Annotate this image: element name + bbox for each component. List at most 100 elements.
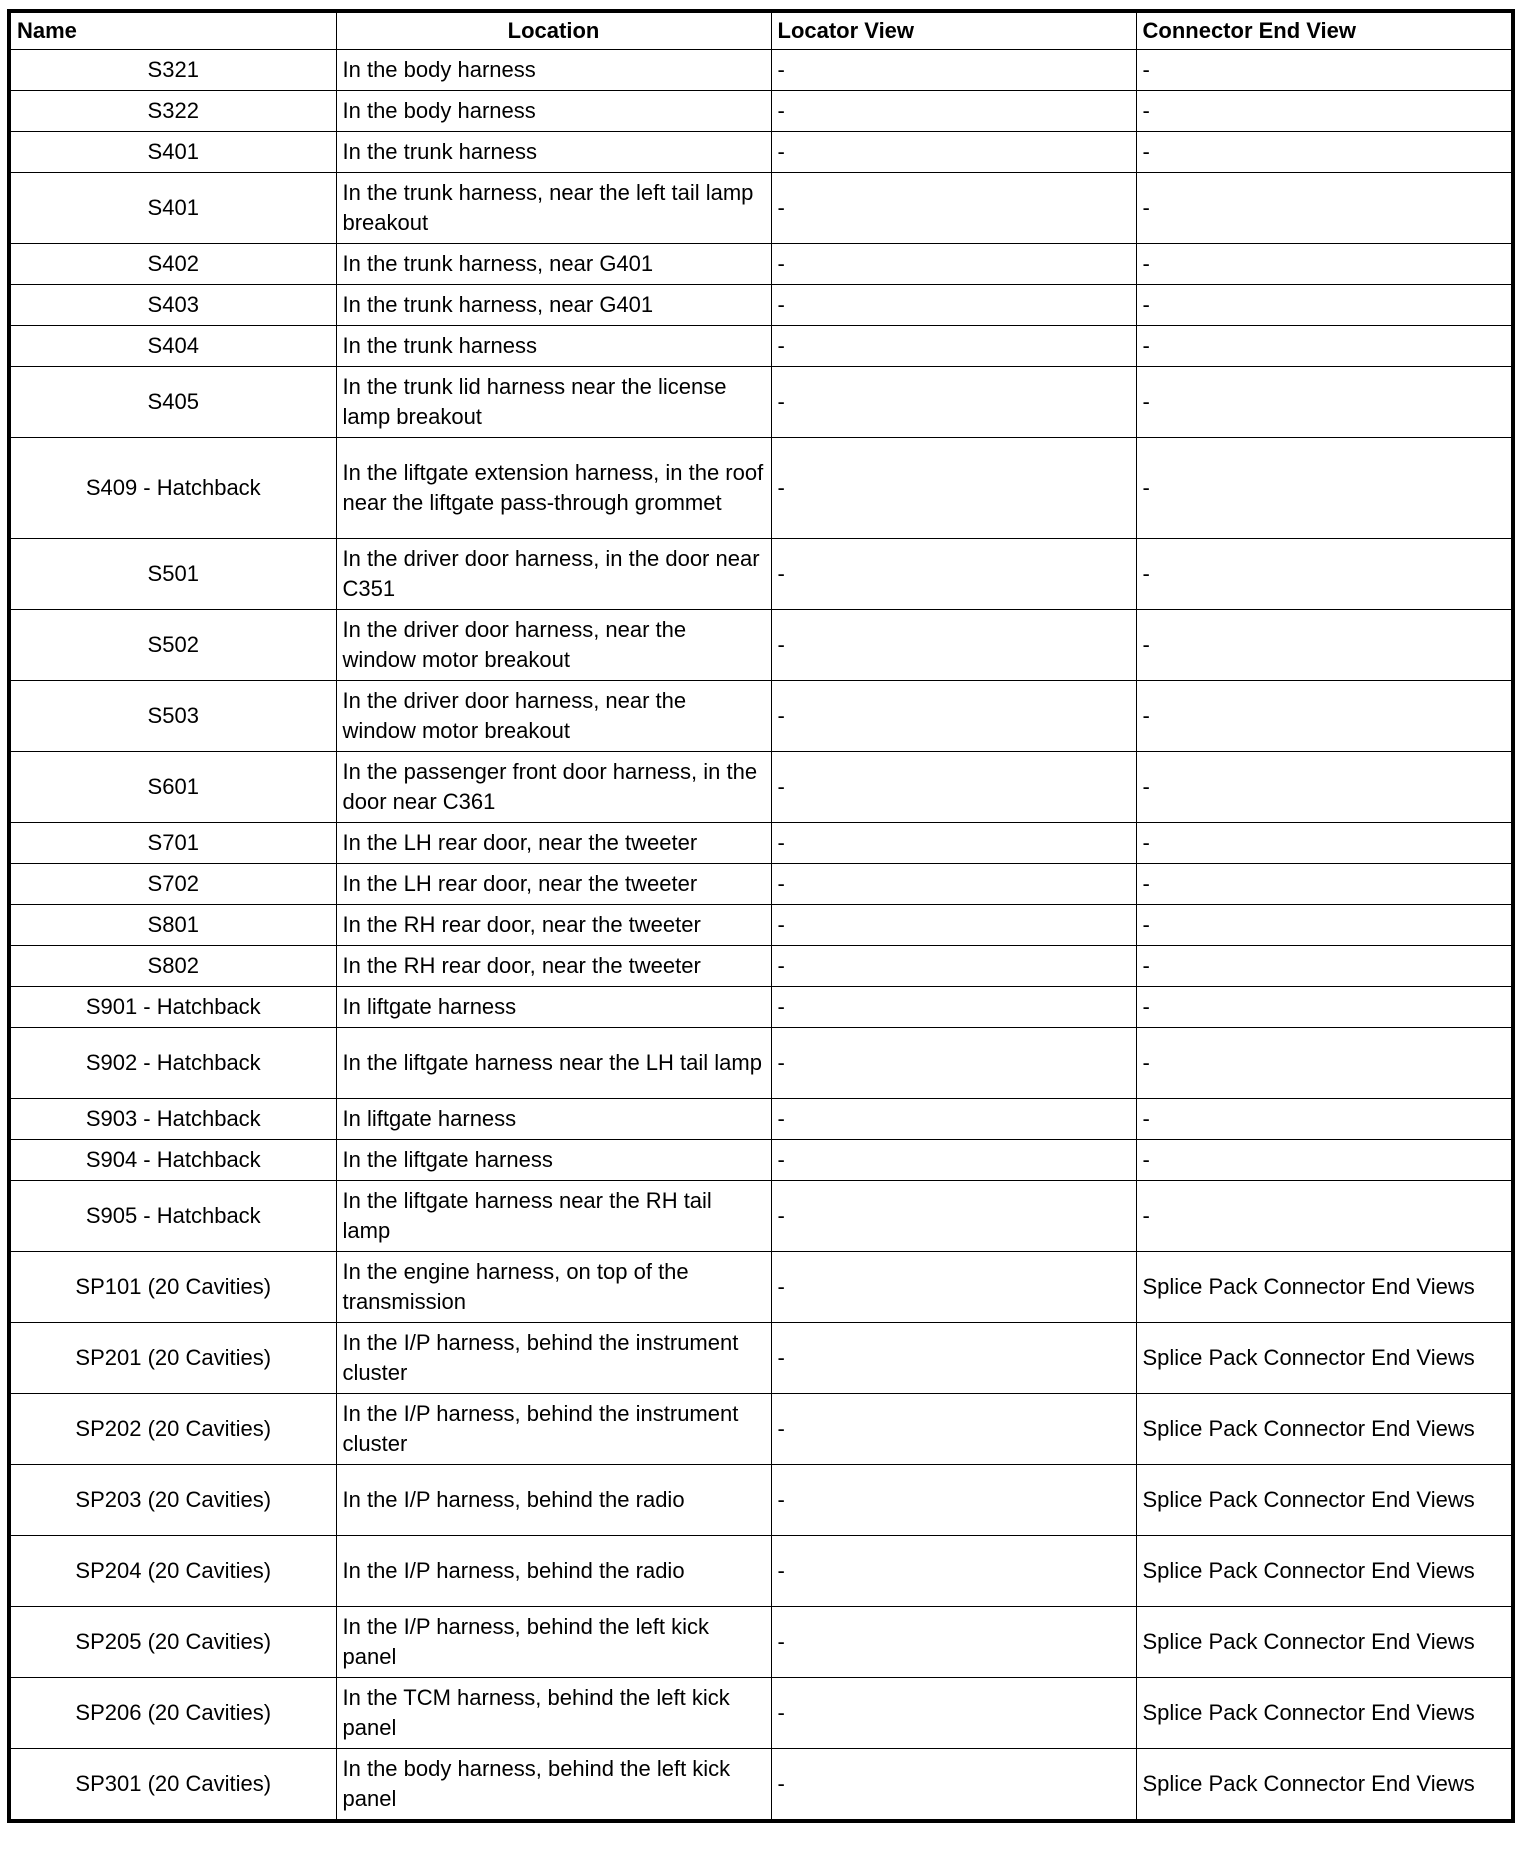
cell-locator-view: -: [770, 986, 1137, 1028]
cell-connector-end-view: -: [1135, 538, 1514, 610]
cell-connector-end-view: -: [1135, 1027, 1514, 1099]
cell-connector-end-view: -: [1135, 863, 1514, 905]
cell-name: SP201 (20 Cavities): [8, 1322, 337, 1394]
cell-connector-end-view[interactable]: Splice Pack Connector End Views: [1135, 1535, 1514, 1607]
cell-connector-end-view[interactable]: Splice Pack Connector End Views: [1135, 1322, 1514, 1394]
cell-name: S405: [8, 366, 337, 438]
cell-location: In the body harness: [335, 49, 772, 91]
cell-connector-end-view: -: [1135, 609, 1514, 681]
cell-connector-end-view: -: [1135, 325, 1514, 367]
cell-location: In the LH rear door, near the tweeter: [335, 822, 772, 864]
header-locator-view: Locator View: [770, 10, 1137, 50]
cell-locator-view: -: [770, 1748, 1137, 1822]
cell-locator-view: -: [770, 1677, 1137, 1749]
cell-locator-view: -: [770, 243, 1137, 285]
cell-location: In the I/P harness, behind the radio: [335, 1464, 772, 1536]
cell-locator-view: -: [770, 1251, 1137, 1323]
table-row: S401 In the trunk harness - -: [8, 131, 1514, 173]
cell-locator-view: -: [770, 609, 1137, 681]
table-row: S702 In the LH rear door, near the tweete…: [8, 863, 1514, 905]
table-row: S701 In the LH rear door, near the tweete…: [8, 822, 1514, 864]
cell-location: In the trunk harness, near the left tail…: [335, 172, 772, 244]
cell-locator-view: -: [770, 366, 1137, 438]
cell-location: In the TCM harness, behind the left kick…: [335, 1677, 772, 1749]
cell-connector-end-view: -: [1135, 751, 1514, 823]
cell-locator-view: -: [770, 325, 1137, 367]
header-row: Name Location Locator View Connector End…: [8, 10, 1514, 50]
table-row: S903 - Hatchback In liftgate harness - -: [8, 1098, 1514, 1140]
cell-connector-end-view[interactable]: Splice Pack Connector End Views: [1135, 1677, 1514, 1749]
cell-locator-view: -: [770, 680, 1137, 752]
table-row: S405 In the trunk lid harness near the li…: [8, 366, 1514, 438]
cell-location: In the driver door harness, in the door …: [335, 538, 772, 610]
cell-name: SP203 (20 Cavities): [8, 1464, 337, 1536]
cell-locator-view: -: [770, 90, 1137, 132]
cell-connector-end-view[interactable]: Splice Pack Connector End Views: [1135, 1464, 1514, 1536]
cell-name: SP101 (20 Cavities): [8, 1251, 337, 1323]
table-row: SP101 (20 Cavities) In the engine harness…: [8, 1251, 1514, 1323]
cell-locator-view: -: [770, 1180, 1137, 1252]
cell-name: S321: [8, 49, 337, 91]
table-row: S901 - Hatchback In liftgate harness - -: [8, 986, 1514, 1028]
cell-name: S501: [8, 538, 337, 610]
table-row: S902 - Hatchback In the liftgate harness …: [8, 1027, 1514, 1099]
cell-name: S403: [8, 284, 337, 326]
cell-connector-end-view[interactable]: Splice Pack Connector End Views: [1135, 1393, 1514, 1465]
table-row: SP204 (20 Cavities) In the I/P harness, b…: [8, 1535, 1514, 1607]
cell-locator-view: -: [770, 945, 1137, 987]
cell-location: In the passenger front door harness, in …: [335, 751, 772, 823]
cell-connector-end-view: -: [1135, 680, 1514, 752]
cell-connector-end-view[interactable]: Splice Pack Connector End Views: [1135, 1251, 1514, 1323]
cell-location: In the RH rear door, near the tweeter: [335, 945, 772, 987]
header-location: Location: [335, 10, 772, 50]
cell-name: S401: [8, 172, 337, 244]
cell-name: S404: [8, 325, 337, 367]
cell-locator-view: -: [770, 1393, 1137, 1465]
cell-connector-end-view: -: [1135, 172, 1514, 244]
table-row: S503 In the driver door harness, near the…: [8, 680, 1514, 752]
cell-connector-end-view: -: [1135, 366, 1514, 438]
cell-locator-view: -: [770, 284, 1137, 326]
cell-name: S905 - Hatchback: [8, 1180, 337, 1252]
cell-name: SP301 (20 Cavities): [8, 1748, 337, 1822]
cell-location: In the liftgate harness near the LH tail…: [335, 1027, 772, 1099]
table-row: S409 - Hatchback In the liftgate extensio…: [8, 437, 1514, 539]
table-row: SP206 (20 Cavities) In the TCM harness, b…: [8, 1677, 1514, 1749]
cell-name: SP202 (20 Cavities): [8, 1393, 337, 1465]
cell-name: SP206 (20 Cavities): [8, 1677, 337, 1749]
cell-name: S802: [8, 945, 337, 987]
cell-location: In the trunk harness, near G401: [335, 243, 772, 285]
cell-name: SP205 (20 Cavities): [8, 1606, 337, 1678]
cell-location: In the RH rear door, near the tweeter: [335, 904, 772, 946]
cell-name: S402: [8, 243, 337, 285]
header-name: Name: [8, 10, 337, 50]
cell-locator-view: -: [770, 1535, 1137, 1607]
table-row: SP205 (20 Cavities) In the I/P harness, b…: [8, 1606, 1514, 1678]
cell-locator-view: -: [770, 172, 1137, 244]
table-row: S502 In the driver door harness, near the…: [8, 609, 1514, 681]
table-row: SP203 (20 Cavities) In the I/P harness, b…: [8, 1464, 1514, 1536]
cell-connector-end-view: -: [1135, 437, 1514, 539]
splice-location-table: Name Location Locator View Connector End…: [7, 9, 1515, 1823]
cell-location: In the trunk harness: [335, 325, 772, 367]
cell-name: S902 - Hatchback: [8, 1027, 337, 1099]
cell-name: S322: [8, 90, 337, 132]
cell-connector-end-view[interactable]: Splice Pack Connector End Views: [1135, 1748, 1514, 1822]
cell-location: In the driver door harness, near the win…: [335, 609, 772, 681]
cell-location: In the engine harness, on top of the tra…: [335, 1251, 772, 1323]
table-row: S802 In the RH rear door, near the tweete…: [8, 945, 1514, 987]
cell-location: In the trunk harness, near G401: [335, 284, 772, 326]
cell-locator-view: -: [770, 1322, 1137, 1394]
cell-location: In the trunk lid harness near the licens…: [335, 366, 772, 438]
cell-connector-end-view: -: [1135, 1180, 1514, 1252]
table-row: SP201 (20 Cavities) In the I/P harness, b…: [8, 1322, 1514, 1394]
cell-name: S901 - Hatchback: [8, 986, 337, 1028]
cell-connector-end-view: -: [1135, 1139, 1514, 1181]
cell-locator-view: -: [770, 131, 1137, 173]
table-row: S905 - Hatchback In the liftgate harness …: [8, 1180, 1514, 1252]
cell-connector-end-view[interactable]: Splice Pack Connector End Views: [1135, 1606, 1514, 1678]
table-row: SP202 (20 Cavities) In the I/P harness, b…: [8, 1393, 1514, 1465]
cell-connector-end-view: -: [1135, 904, 1514, 946]
cell-location: In the liftgate harness near the RH tail…: [335, 1180, 772, 1252]
cell-location: In the driver door harness, near the win…: [335, 680, 772, 752]
